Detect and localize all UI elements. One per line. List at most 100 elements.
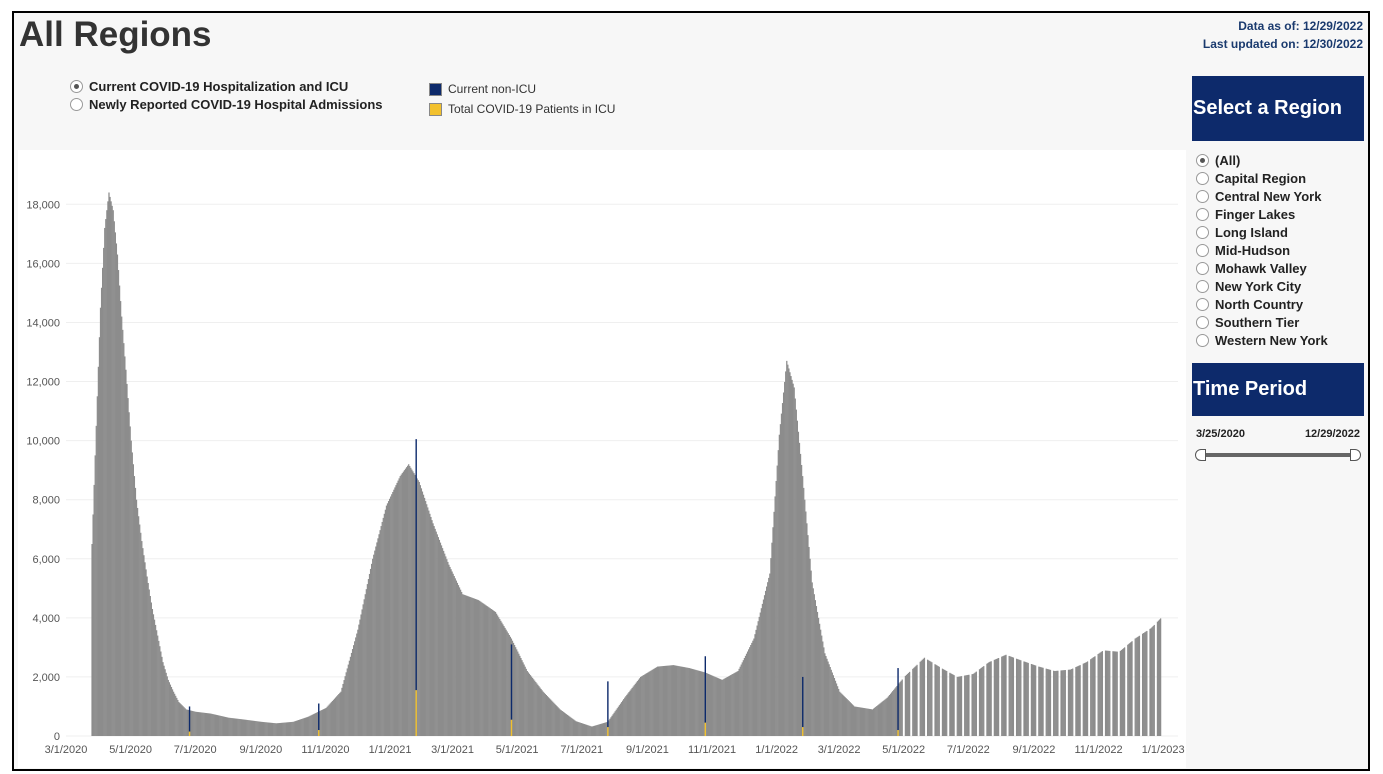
- total-bar[interactable]: [130, 440, 132, 736]
- total-bar[interactable]: [618, 705, 621, 736]
- total-bar[interactable]: [356, 633, 358, 736]
- total-bar[interactable]: [687, 667, 689, 736]
- total-bar[interactable]: [416, 478, 418, 736]
- total-bar[interactable]: [444, 553, 446, 736]
- total-bar[interactable]: [738, 668, 740, 736]
- total-bar[interactable]: [1048, 669, 1051, 736]
- total-bar[interactable]: [781, 403, 784, 736]
- metric-option-admissions[interactable]: Newly Reported COVID-19 Hospital Admissi…: [70, 95, 383, 113]
- total-bar[interactable]: [165, 672, 167, 736]
- total-bar[interactable]: [868, 708, 871, 736]
- total-bar[interactable]: [1042, 667, 1044, 736]
- total-bar[interactable]: [383, 513, 385, 736]
- total-bar[interactable]: [104, 227, 106, 736]
- total-bar[interactable]: [887, 696, 890, 736]
- total-bar[interactable]: [796, 420, 799, 736]
- total-bar[interactable]: [351, 649, 354, 736]
- radio-checked-icon[interactable]: [70, 79, 83, 93]
- total-bar[interactable]: [630, 689, 632, 736]
- total-bar[interactable]: [283, 722, 285, 736]
- total-bar[interactable]: [576, 721, 578, 736]
- total-bar[interactable]: [1094, 656, 1096, 736]
- total-bar[interactable]: [372, 558, 374, 736]
- total-bar[interactable]: [852, 705, 855, 736]
- total-bar[interactable]: [111, 205, 113, 736]
- total-bar[interactable]: [334, 697, 337, 736]
- total-bar[interactable]: [453, 576, 455, 736]
- total-bar[interactable]: [755, 629, 757, 736]
- total-bar[interactable]: [274, 723, 276, 736]
- total-bar[interactable]: [321, 710, 323, 736]
- total-bar[interactable]: [333, 698, 336, 736]
- total-bar[interactable]: [542, 691, 544, 736]
- total-bar[interactable]: [1120, 650, 1123, 736]
- total-bar[interactable]: [178, 702, 180, 736]
- total-bar[interactable]: [654, 667, 657, 736]
- region-option[interactable]: (All): [1196, 151, 1364, 169]
- total-bar[interactable]: [599, 724, 602, 736]
- total-bar[interactable]: [685, 667, 687, 736]
- total-bar[interactable]: [677, 665, 679, 736]
- total-bar[interactable]: [877, 705, 879, 736]
- total-bar[interactable]: [893, 689, 895, 736]
- total-bar[interactable]: [414, 474, 416, 736]
- total-bar[interactable]: [739, 666, 741, 736]
- total-bar[interactable]: [936, 665, 938, 736]
- total-bar[interactable]: [866, 708, 868, 736]
- total-bar[interactable]: [667, 665, 669, 736]
- total-bar[interactable]: [974, 672, 976, 736]
- total-bar[interactable]: [629, 690, 631, 736]
- total-bar[interactable]: [470, 597, 472, 736]
- total-bar[interactable]: [479, 600, 481, 736]
- total-bar[interactable]: [337, 695, 339, 736]
- total-bar[interactable]: [564, 713, 567, 736]
- total-bar[interactable]: [181, 705, 183, 736]
- total-bar[interactable]: [767, 582, 769, 736]
- total-bar[interactable]: [207, 713, 210, 736]
- total-bar[interactable]: [199, 712, 201, 736]
- total-bar[interactable]: [851, 704, 854, 736]
- total-bar[interactable]: [538, 686, 540, 736]
- total-bar[interactable]: [809, 558, 811, 736]
- total-bar[interactable]: [361, 609, 363, 736]
- total-bar[interactable]: [468, 596, 470, 736]
- total-bar[interactable]: [712, 675, 714, 736]
- total-bar[interactable]: [882, 700, 884, 736]
- total-bar[interactable]: [488, 607, 490, 736]
- total-bar[interactable]: [817, 617, 820, 736]
- total-bar[interactable]: [170, 686, 173, 736]
- total-bar[interactable]: [311, 714, 313, 736]
- total-bar[interactable]: [221, 716, 223, 736]
- total-bar[interactable]: [304, 717, 306, 736]
- total-bar[interactable]: [386, 503, 389, 736]
- total-bar[interactable]: [1064, 670, 1066, 736]
- total-bar[interactable]: [156, 630, 158, 736]
- total-bar[interactable]: [448, 564, 450, 736]
- total-bar[interactable]: [1068, 669, 1071, 736]
- total-bar[interactable]: [144, 562, 146, 736]
- total-bar[interactable]: [515, 647, 517, 736]
- total-bar[interactable]: [807, 535, 809, 736]
- total-bar[interactable]: [577, 721, 579, 736]
- total-bar[interactable]: [422, 494, 425, 736]
- region-option[interactable]: New York City: [1196, 277, 1364, 295]
- total-bar[interactable]: [721, 679, 723, 736]
- total-bar[interactable]: [628, 692, 630, 736]
- total-bar[interactable]: [698, 670, 700, 736]
- total-bar[interactable]: [127, 398, 129, 736]
- radio-unchecked-icon[interactable]: [1196, 243, 1209, 257]
- total-bar[interactable]: [815, 606, 818, 736]
- total-bar[interactable]: [167, 679, 169, 736]
- total-bar[interactable]: [394, 487, 396, 736]
- total-bar[interactable]: [1060, 670, 1062, 736]
- total-bar[interactable]: [498, 617, 500, 736]
- total-bar[interactable]: [1055, 670, 1057, 736]
- total-bar[interactable]: [396, 482, 398, 736]
- total-bar[interactable]: [534, 680, 536, 736]
- total-bar[interactable]: [449, 566, 451, 736]
- total-bar[interactable]: [965, 675, 967, 736]
- total-bar[interactable]: [310, 715, 312, 736]
- total-bar[interactable]: [142, 548, 144, 736]
- total-bar[interactable]: [148, 589, 150, 736]
- total-bar[interactable]: [1057, 670, 1059, 736]
